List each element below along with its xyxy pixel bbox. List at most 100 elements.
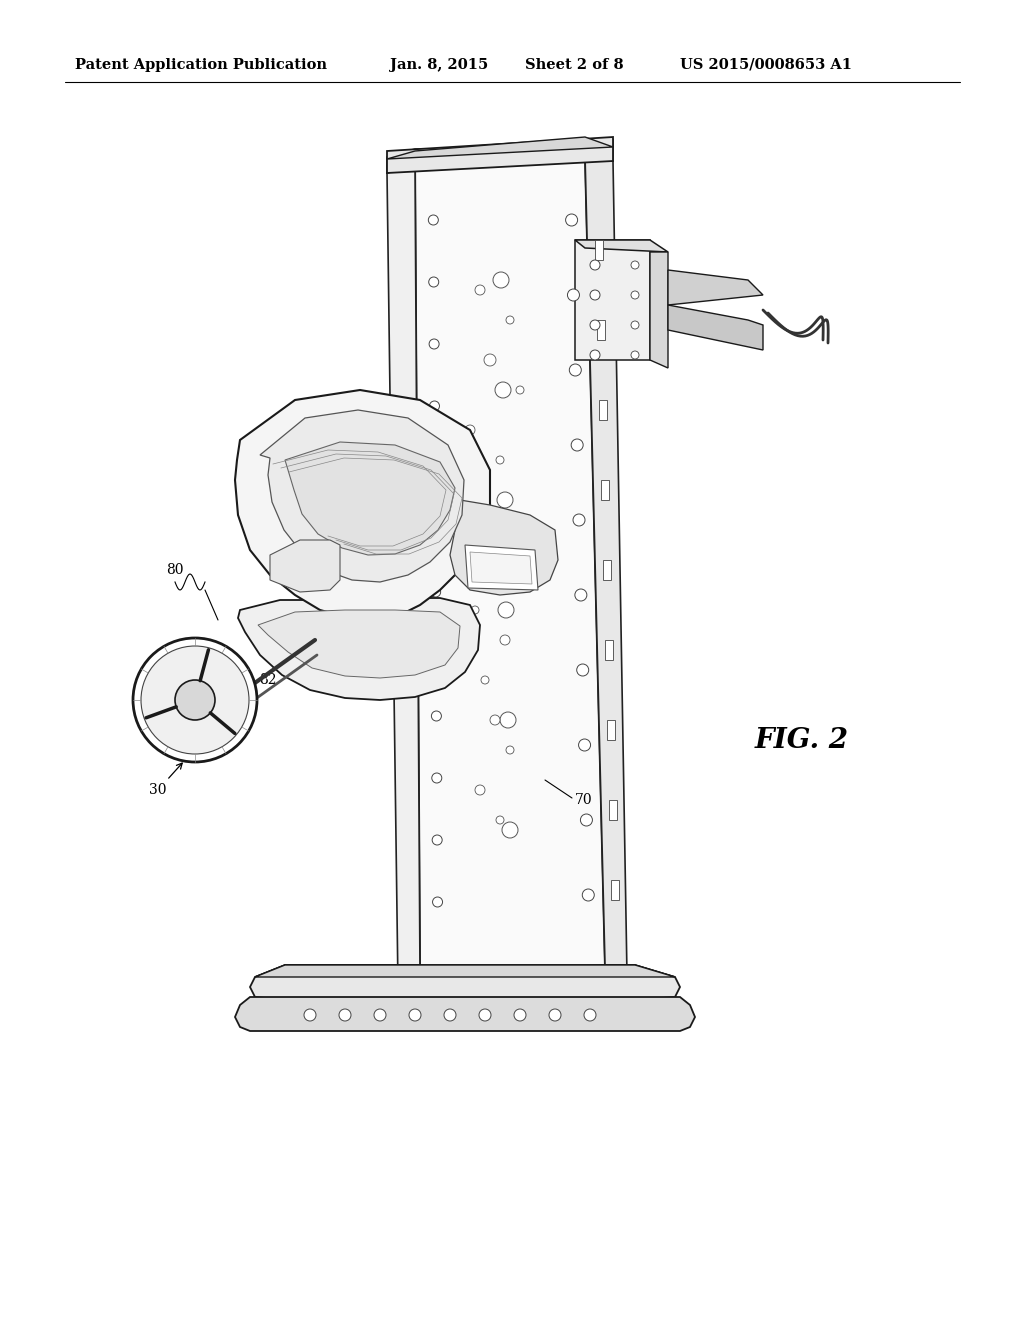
Circle shape — [444, 1008, 456, 1020]
Circle shape — [429, 401, 439, 411]
Polygon shape — [668, 271, 763, 305]
Circle shape — [428, 215, 438, 224]
Circle shape — [409, 1008, 421, 1020]
Circle shape — [590, 260, 600, 271]
Circle shape — [498, 602, 514, 618]
Polygon shape — [575, 240, 668, 252]
Polygon shape — [250, 965, 680, 1001]
Polygon shape — [599, 400, 607, 420]
Polygon shape — [465, 545, 538, 590]
Polygon shape — [603, 560, 611, 579]
Circle shape — [495, 381, 511, 399]
Polygon shape — [234, 997, 695, 1031]
Circle shape — [631, 321, 639, 329]
Circle shape — [516, 385, 524, 393]
Polygon shape — [255, 965, 420, 997]
Text: 82: 82 — [259, 644, 284, 686]
Polygon shape — [415, 154, 605, 975]
Polygon shape — [650, 252, 668, 368]
Circle shape — [571, 440, 583, 451]
Circle shape — [429, 339, 439, 348]
Circle shape — [565, 214, 578, 226]
Polygon shape — [607, 719, 615, 741]
Polygon shape — [605, 640, 613, 660]
Polygon shape — [270, 540, 340, 591]
Circle shape — [631, 261, 639, 269]
Circle shape — [175, 680, 215, 719]
Polygon shape — [238, 598, 480, 700]
Polygon shape — [260, 411, 464, 582]
Polygon shape — [387, 139, 613, 173]
Circle shape — [502, 822, 518, 838]
Circle shape — [500, 711, 516, 729]
Circle shape — [496, 455, 504, 465]
Circle shape — [493, 272, 509, 288]
Circle shape — [500, 635, 510, 645]
Polygon shape — [668, 305, 763, 350]
Polygon shape — [597, 319, 605, 341]
Circle shape — [481, 676, 489, 684]
Text: US 2015/0008653 A1: US 2015/0008653 A1 — [680, 58, 852, 73]
Circle shape — [631, 290, 639, 300]
Polygon shape — [575, 240, 650, 360]
Circle shape — [549, 1008, 561, 1020]
Circle shape — [584, 1008, 596, 1020]
Circle shape — [431, 587, 440, 597]
Circle shape — [430, 463, 440, 473]
Circle shape — [475, 785, 485, 795]
Polygon shape — [387, 137, 613, 173]
Circle shape — [506, 746, 514, 754]
Circle shape — [590, 290, 600, 300]
Circle shape — [581, 814, 593, 826]
Circle shape — [579, 739, 591, 751]
Circle shape — [431, 711, 441, 721]
Circle shape — [141, 645, 249, 754]
Polygon shape — [611, 880, 620, 900]
Circle shape — [475, 495, 485, 506]
Circle shape — [432, 836, 442, 845]
Polygon shape — [387, 165, 420, 987]
Circle shape — [339, 1008, 351, 1020]
Polygon shape — [387, 137, 613, 158]
Circle shape — [631, 351, 639, 359]
Circle shape — [590, 319, 600, 330]
Polygon shape — [450, 500, 558, 595]
Circle shape — [573, 513, 585, 525]
Circle shape — [484, 564, 496, 576]
Circle shape — [465, 425, 475, 436]
Circle shape — [432, 774, 441, 783]
Circle shape — [567, 289, 580, 301]
Polygon shape — [585, 154, 627, 975]
Circle shape — [430, 525, 440, 535]
Circle shape — [475, 285, 485, 294]
Circle shape — [496, 816, 504, 824]
Circle shape — [514, 1008, 526, 1020]
Text: 70: 70 — [575, 793, 593, 807]
Circle shape — [506, 525, 514, 535]
Polygon shape — [605, 965, 675, 985]
Text: FIG. 2: FIG. 2 — [755, 726, 849, 754]
Circle shape — [429, 277, 438, 286]
Circle shape — [304, 1008, 316, 1020]
Text: 30: 30 — [150, 763, 182, 797]
Circle shape — [479, 1008, 490, 1020]
Text: Patent Application Publication: Patent Application Publication — [75, 58, 327, 73]
Circle shape — [374, 1008, 386, 1020]
Text: 84: 84 — [299, 408, 357, 444]
Polygon shape — [234, 389, 490, 620]
Circle shape — [590, 350, 600, 360]
Polygon shape — [595, 240, 603, 260]
Circle shape — [133, 638, 257, 762]
Circle shape — [431, 649, 441, 659]
Circle shape — [471, 606, 479, 614]
Circle shape — [574, 589, 587, 601]
Circle shape — [484, 354, 496, 366]
Polygon shape — [255, 965, 675, 977]
Polygon shape — [601, 480, 609, 500]
Text: Jan. 8, 2015: Jan. 8, 2015 — [390, 58, 488, 73]
Circle shape — [569, 364, 582, 376]
Text: Sheet 2 of 8: Sheet 2 of 8 — [525, 58, 624, 73]
Circle shape — [432, 898, 442, 907]
Circle shape — [506, 315, 514, 323]
Polygon shape — [258, 610, 460, 678]
